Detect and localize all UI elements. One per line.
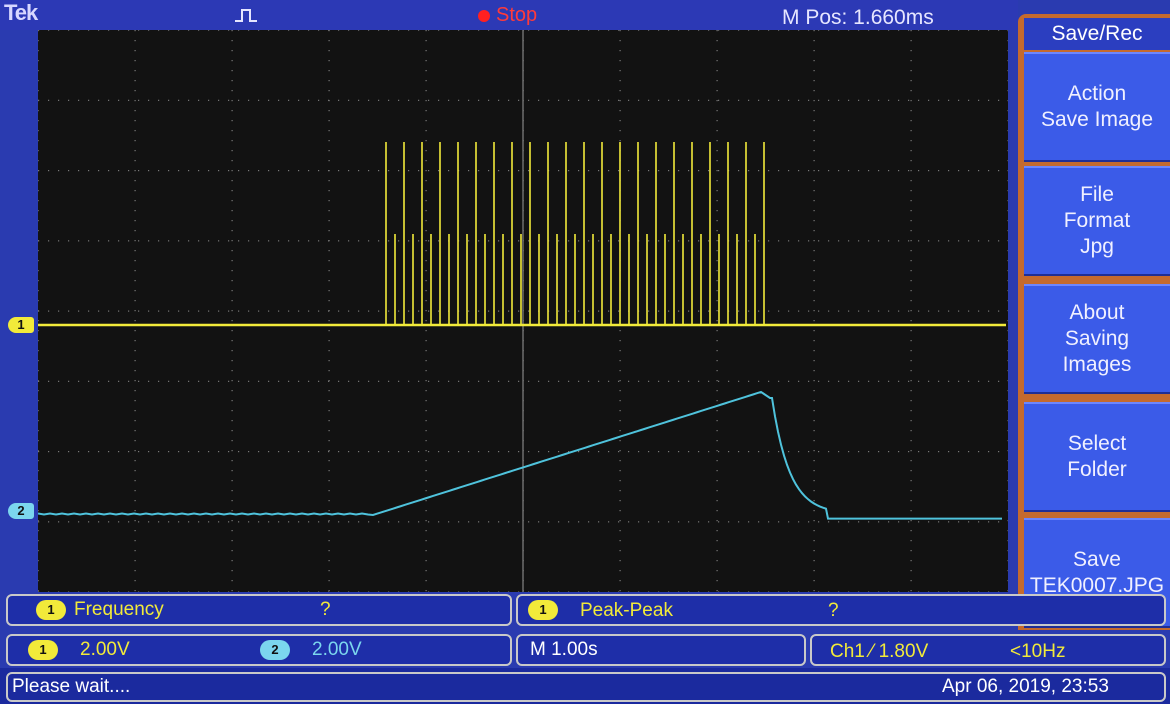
ch2-waveform: [38, 390, 1002, 520]
brand-logo: Tek: [4, 0, 38, 25]
measurement-frequency[interactable]: 1 Frequency ?: [6, 594, 512, 626]
about-saving-images-button[interactable]: About Saving Images: [1024, 284, 1170, 394]
measurement-peak-peak[interactable]: 1 Peak-Peak ?: [516, 594, 1166, 626]
time-per-div: M 1.00s: [530, 639, 598, 660]
pulse-icon: [235, 9, 257, 22]
ch2-ground-marker[interactable]: 2: [8, 503, 34, 519]
channel-badge: 1: [528, 600, 558, 620]
channel-badge: 1: [28, 640, 58, 660]
graticule-grid: [38, 30, 1008, 592]
trigger-frequency: <10Hz: [1010, 641, 1066, 662]
channel-badge: 1: [36, 600, 66, 620]
measurement-name: Frequency: [74, 599, 164, 620]
trigger-level: Ch1 ⁄ 1.80V: [830, 641, 929, 662]
status-bar: Please wait.... Apr 06, 2019, 23:53: [6, 672, 1166, 702]
select-folder-button[interactable]: Select Folder: [1024, 402, 1170, 512]
channel-badge: 2: [260, 640, 290, 660]
trigger-readout[interactable]: Ch1 ⁄ 1.80V <10Hz: [810, 634, 1166, 666]
action-save-image-button[interactable]: Action Save Image: [1024, 52, 1170, 162]
ch1-volts-per-div: 2.00V: [80, 639, 130, 660]
waveform-graticule: [38, 30, 1008, 592]
status-message: Please wait....: [12, 676, 131, 697]
ch1-waveform: [38, 142, 1006, 327]
ch1-ground-marker[interactable]: 1: [8, 317, 34, 333]
measurement-value: ?: [320, 599, 331, 620]
top-status-bar: Tek Stop M Pos: 1.660ms: [0, 0, 1018, 30]
menu-title: Save/Rec: [1024, 18, 1170, 50]
date-time: Apr 06, 2019, 23:53: [942, 676, 1109, 697]
timebase-readout[interactable]: M 1.00s: [516, 634, 806, 666]
horizontal-position-readout: M Pos: 1.660ms: [782, 6, 934, 29]
ch2-volts-per-div: 2.00V: [312, 639, 362, 660]
run-state-indicator: [478, 10, 490, 22]
file-format-button[interactable]: File Format Jpg: [1024, 166, 1170, 276]
vertical-scale-readout[interactable]: 1 2.00V 2 2.00V: [6, 634, 512, 666]
measurement-value: ?: [828, 600, 839, 621]
status-row: [0, 668, 1170, 704]
run-state-label: Stop: [496, 4, 538, 26]
waveform-traces: [38, 142, 1006, 520]
measurement-name: Peak-Peak: [580, 600, 673, 621]
